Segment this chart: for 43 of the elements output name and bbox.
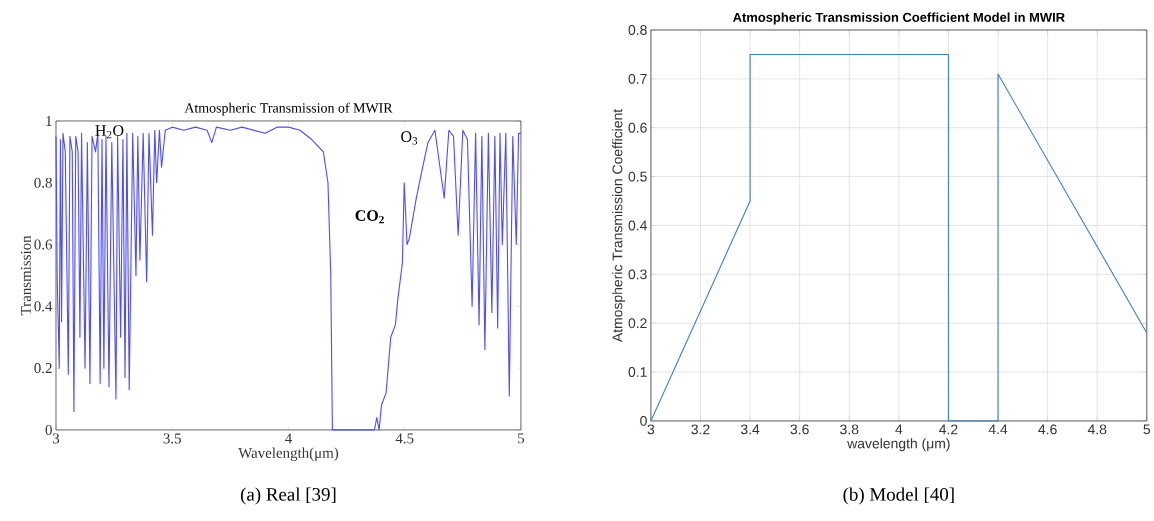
- y-tick-label: 0.8: [34, 177, 52, 188]
- y-axis-title: Atmospheric Transmission Coefficient: [612, 108, 626, 343]
- y-tick-label: 0.1: [628, 367, 647, 378]
- line-series: [650, 53, 1148, 422]
- text: (b) Model [40]: [843, 487, 954, 505]
- x-tick-label: 3.8: [840, 424, 859, 435]
- y-tick-label: 0: [640, 416, 647, 426]
- x-tick-label: 3: [52, 433, 60, 444]
- x-tick-label: 4.5: [395, 433, 414, 444]
- chart-title: Atmospheric Transmission of MWIR: [184, 102, 393, 116]
- x-tick-label: 3.5: [163, 433, 181, 444]
- y-tick-label: 0.5: [628, 171, 647, 182]
- x-tick-label: 5: [518, 433, 525, 444]
- y-tick-label: 0.6: [628, 122, 647, 133]
- y-tick-label: 0.4: [628, 220, 647, 231]
- y-tick-label: 1: [46, 116, 52, 126]
- x-tick-label: 4.6: [1038, 424, 1057, 435]
- annotation: H$_{2}$O: [95, 125, 124, 139]
- annotation: CO$_{2}$: [355, 210, 384, 224]
- x-tick-label: 3.2: [691, 424, 710, 435]
- y-tick-label: 0.2: [628, 318, 647, 329]
- y-tick-label: 0.6: [34, 239, 53, 250]
- y-tick-label: 0: [45, 424, 52, 436]
- x-axis-title: wavelength (μm): [847, 438, 950, 452]
- text: (a) Real [39]: [240, 487, 336, 505]
- y-tick-label: 0.8: [628, 25, 647, 35]
- x-tick-label: 3: [647, 424, 655, 435]
- x-tick-label: 4.2: [939, 424, 958, 435]
- y-tick-label: 0.4: [34, 301, 53, 312]
- x-tick-label: 3.4: [740, 424, 760, 435]
- y-axis-title: Transmission: [20, 235, 31, 316]
- chart-title: Atmospheric Transmission Coefficient Model in MWIR: [732, 12, 1065, 25]
- x-tick-label: 5: [1143, 424, 1151, 435]
- annotation: O$_{3}$: [401, 131, 418, 145]
- x-tick-label: 4.4: [988, 424, 1008, 435]
- x-tick-label: 4: [285, 433, 292, 444]
- y-tick-label: 0.7: [628, 73, 647, 84]
- x-tick-label: 4.8: [1087, 424, 1107, 435]
- y-tick-label: 0.2: [34, 363, 52, 374]
- y-tick-label: 0.3: [628, 269, 647, 280]
- x-axis-title: Wavelength(μm): [238, 447, 339, 462]
- x-tick-label: 4: [895, 424, 903, 435]
- x-tick-label: 3.6: [790, 424, 809, 435]
